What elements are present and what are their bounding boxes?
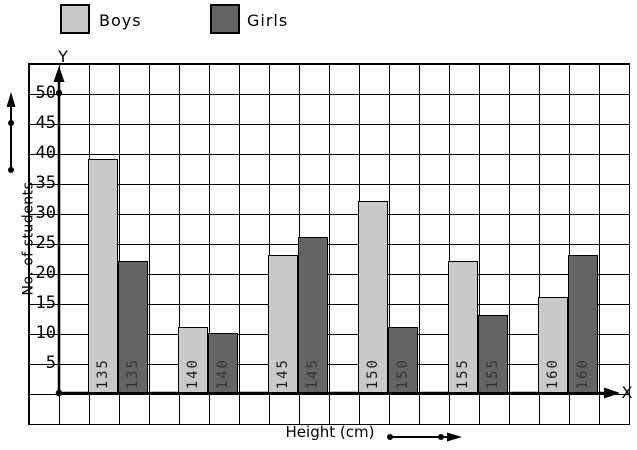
bar-category-label: 135	[125, 357, 141, 389]
bar-girls-160: 160	[568, 255, 598, 393]
legend-label-girls: Girls	[247, 11, 289, 30]
legend-swatch-boys	[60, 4, 90, 34]
bar-category-label: 150	[365, 357, 381, 389]
bar-boys-145: 145	[268, 255, 298, 393]
bar-category-label: 145	[275, 357, 291, 389]
y-axis-end-label: Y	[58, 47, 68, 66]
y-tick-label-50: 50	[35, 83, 56, 103]
bar-girls-140: 140	[208, 333, 238, 393]
bar-category-label: 135	[95, 357, 111, 389]
y-tick-label-15: 15	[35, 293, 56, 313]
bar-category-label: 155	[485, 357, 501, 389]
bar-boys-155: 155	[448, 261, 478, 393]
legend-swatch-girls	[210, 4, 240, 34]
y-tick-label-5: 5	[45, 353, 56, 373]
bar-girls-135: 135	[118, 261, 148, 393]
y-tick-label-45: 45	[35, 113, 56, 133]
y-range-arrow-icon	[6, 92, 16, 173]
bar-girls-155: 155	[478, 315, 508, 393]
bar-boys-150: 150	[358, 201, 388, 393]
bar-category-label: 155	[455, 357, 471, 389]
x-range-arrow-icon	[387, 432, 462, 442]
bar-category-label: 160	[575, 357, 591, 389]
bar-girls-150: 150	[388, 327, 418, 393]
y-tick-label-10: 10	[35, 323, 56, 343]
bar-boys-160: 160	[538, 297, 568, 393]
y-tick-label-35: 35	[35, 173, 56, 193]
x-axis-title: Height (cm)	[285, 423, 375, 441]
y-tick-label-40: 40	[35, 143, 56, 163]
bar-boys-140: 140	[178, 327, 208, 393]
bar-category-label: 150	[395, 357, 411, 389]
bar-category-label: 160	[545, 357, 561, 389]
bar-category-label: 145	[305, 357, 321, 389]
bar-category-label: 140	[185, 357, 201, 389]
y-tick-label-30: 30	[35, 203, 56, 223]
bar-category-label: 140	[215, 357, 231, 389]
bar-boys-135: 135	[88, 159, 118, 393]
legend-label-boys: Boys	[99, 11, 142, 30]
bar-girls-145: 145	[298, 237, 328, 393]
x-axis-end-label: X	[621, 383, 633, 402]
y-tick-label-20: 20	[35, 263, 56, 283]
y-tick-label-25: 25	[35, 233, 56, 253]
